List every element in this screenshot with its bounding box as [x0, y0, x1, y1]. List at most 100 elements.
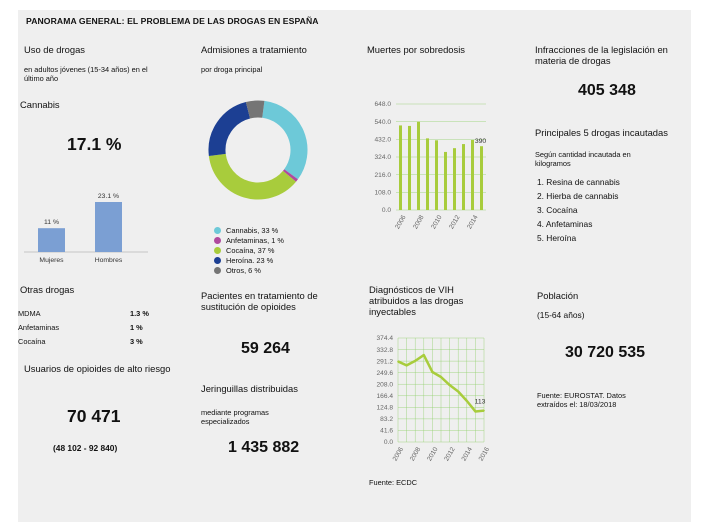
- hiv-y-tick: 124.8: [376, 405, 393, 412]
- hiv-x-tick: 2014: [461, 446, 475, 462]
- hiv-y-tick: 208.0: [376, 381, 393, 388]
- uso-subtitle: en adultos jóvenes (15-34 años) en el úl…: [24, 65, 148, 83]
- hiv-point: [405, 364, 408, 367]
- deaths-x-tick: 2010: [430, 214, 444, 230]
- pacientes-value: 59 264: [241, 340, 290, 357]
- deaths-last-value-label: 390: [475, 138, 487, 145]
- hiv-last-value-label: 113: [475, 399, 486, 406]
- gender-bar-chart: 11 % Mujeres 23.1 % Hombres: [24, 193, 148, 264]
- page-title: PANORAMA GENERAL: EL PROBLEMA DE LAS DRO…: [26, 16, 319, 26]
- hiv-y-tick: 83.2: [380, 416, 393, 423]
- deaths-bar: [444, 151, 447, 210]
- gender-bar-label: 11 %: [44, 219, 59, 226]
- uso-title: Uso de drogas: [24, 44, 85, 55]
- hiv-point: [397, 360, 399, 363]
- gender-category-label: Mujeres: [39, 257, 64, 264]
- incautadas-subtitle: Según cantidad incautada en kilogramos: [535, 150, 631, 168]
- jeringuillas-title: Jeringuillas distribuidas: [201, 383, 298, 394]
- hiv-point: [414, 360, 416, 362]
- legend-item: Cannabis, 33 %: [214, 225, 284, 235]
- incautadas-list: 1. Resina de cannabis 2. Hierba de canna…: [537, 177, 620, 247]
- vih-title: Diagnósticos de VIH atribuidos a las dro…: [369, 284, 464, 317]
- hiv-y-tick: 249.6: [376, 370, 393, 377]
- cannabis-label: Cannabis: [20, 99, 60, 110]
- donut-slice: [208, 153, 296, 200]
- admissions-donut-chart: [208, 100, 308, 200]
- hiv-x-tick: 2016: [478, 446, 492, 462]
- poblacion-source: Fuente: EUROSTAT. Datos extraídos el: 18…: [537, 391, 626, 409]
- deaths-y-tick: 432.0: [374, 137, 391, 144]
- legend-label: Heroína. 23 %: [226, 255, 274, 265]
- deaths-x-tick: 2014: [466, 214, 480, 230]
- otras-row-anfetaminas-name: Anfetaminas: [18, 323, 60, 332]
- legend-swatch: [214, 256, 221, 264]
- hiv-point: [483, 409, 485, 412]
- hiv-point: [431, 371, 434, 373]
- hiv-y-tick: 166.4: [376, 393, 393, 400]
- otras-row-mdma-value: 1.3 %: [130, 309, 149, 318]
- gender-category-label: Hombres: [95, 257, 123, 264]
- hiv-x-tick: 2008: [409, 446, 423, 462]
- hiv-point: [474, 410, 477, 413]
- incautadas-item: 1. Resina de cannabis: [537, 177, 620, 187]
- poblacion-title: Población: [537, 290, 579, 301]
- otras-title: Otras drogas: [20, 284, 75, 295]
- deaths-y-tick: 216.0: [374, 172, 391, 179]
- donut-slice: [245, 100, 265, 119]
- legend-label: Cannabis, 33 %: [226, 225, 279, 235]
- hiv-point: [440, 376, 442, 378]
- hiv-x-tick: 2006: [392, 446, 406, 462]
- jeringuillas-value: 1 435 882: [228, 439, 300, 456]
- legend-item: Anfetaminas, 1 %: [214, 235, 284, 245]
- admissions-legend: Cannabis, 33 % Anfetaminas, 1 % Cocaína, 3…: [214, 225, 284, 275]
- poblacion-value: 30 720 535: [565, 344, 646, 361]
- hiv-y-tick: 332.8: [376, 347, 393, 354]
- gender-bar-label: 23.1 %: [98, 193, 119, 200]
- legend-item: Cocaína, 37 %: [214, 245, 284, 255]
- hiv-point: [423, 354, 425, 356]
- legend-item: Otros, 6 %: [214, 265, 284, 275]
- gender-bar: [95, 202, 122, 252]
- deaths-bar: [462, 144, 465, 210]
- deaths-bar: [471, 139, 474, 210]
- legend-swatch: [214, 236, 221, 244]
- donut-slice: [208, 102, 251, 156]
- deaths-bar: [480, 146, 483, 210]
- hiv-x-tick: 2010: [426, 446, 440, 462]
- gender-bar: [38, 228, 65, 252]
- deaths-bar: [399, 125, 402, 210]
- hiv-y-tick: 41.6: [380, 428, 393, 435]
- hiv-line-chart: 374.4 332.8 291.2 249.6 208.0 166.4 124.8 83.2 4…: [376, 335, 492, 462]
- infographic-panel: [18, 10, 691, 522]
- deaths-bar: [408, 125, 411, 210]
- incautadas-title: Principales 5 drogas incautadas: [535, 127, 668, 138]
- deaths-bar: [417, 121, 420, 210]
- otras-row-cocaina-value: 3 %: [130, 337, 143, 346]
- legend-swatch: [214, 246, 221, 254]
- overdose-deaths-bar-chart: 648.0 540.0 432.0 324.0 216.0 108.0 0.0 390 2006…: [374, 101, 487, 230]
- jeringuillas-subtitle: mediante programas especializados: [201, 408, 269, 426]
- deaths-bar: [453, 148, 456, 210]
- hiv-point: [457, 390, 459, 393]
- otras-row-cocaina-name: Cocaína: [18, 337, 46, 346]
- infracciones-title: Infracciones de la legislación en materi…: [535, 44, 668, 66]
- legend-label: Otros, 6 %: [226, 265, 261, 275]
- deaths-y-tick: 108.0: [374, 190, 391, 197]
- deaths-x-tick: 2006: [394, 214, 408, 230]
- usuarios-range: (48 102 - 92 840): [53, 443, 118, 453]
- cannabis-value: 17.1 %: [67, 134, 122, 154]
- incautadas-item: 3. Cocaína: [537, 205, 578, 215]
- hiv-point: [466, 400, 468, 402]
- admisiones-title: Admisiones a tratamiento: [201, 44, 307, 55]
- otras-row-anfetaminas-value: 1 %: [130, 323, 143, 332]
- poblacion-subtitle: (15-64 años): [537, 310, 585, 320]
- donut-slice: [261, 100, 308, 180]
- muertes-title: Muertes por sobredosis: [367, 44, 465, 55]
- hiv-point: [448, 384, 451, 386]
- vih-source: Fuente: ECDC: [369, 478, 418, 487]
- deaths-x-tick: 2008: [412, 214, 426, 230]
- deaths-y-tick: 0.0: [382, 207, 391, 214]
- deaths-y-tick: 648.0: [374, 101, 391, 108]
- usuarios-value: 70 471: [67, 406, 121, 426]
- deaths-y-tick: 324.0: [374, 154, 391, 161]
